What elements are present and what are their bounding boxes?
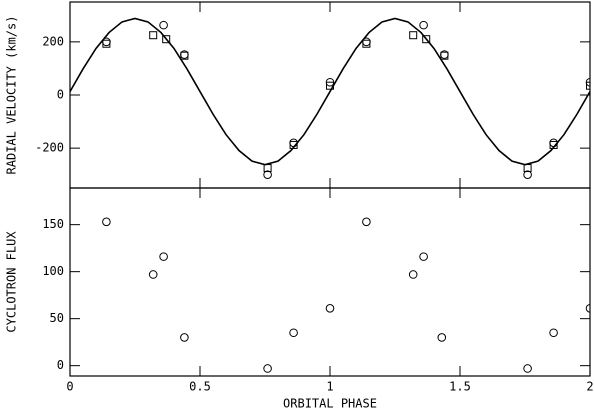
circle-point <box>523 170 532 180</box>
square-point <box>409 31 418 40</box>
square-point <box>422 35 431 44</box>
x-tick-label: 1.5 <box>449 380 471 394</box>
circle-point <box>549 328 558 338</box>
square-point <box>263 164 272 173</box>
circle-point <box>408 270 418 279</box>
y-tick-label: 150 <box>42 217 64 231</box>
plot-frame <box>69 187 591 377</box>
circle-point <box>289 138 298 148</box>
circle-point <box>362 37 371 47</box>
circle-point <box>585 304 590 313</box>
circle-point <box>437 333 447 342</box>
model-curve <box>70 17 590 166</box>
circle-point <box>419 20 428 30</box>
circle-point <box>102 217 111 227</box>
y-tick-label: 0 <box>57 358 64 372</box>
y-tick-label: 100 <box>42 264 64 278</box>
circle-point <box>325 77 335 87</box>
square-point <box>326 81 334 90</box>
y-tick-label: 50 <box>50 311 64 325</box>
circle-point <box>585 77 590 87</box>
x-axis-label: ORBITAL PHASE <box>283 397 377 411</box>
circle-point <box>148 270 158 279</box>
circle-point <box>549 138 558 148</box>
circle-point <box>419 252 428 261</box>
circle-point <box>523 364 532 373</box>
x-tick-label: 1 <box>326 380 333 394</box>
circle-point <box>102 37 111 47</box>
y-tick-label: 0 <box>57 88 64 102</box>
x-tick-label: 2 <box>586 380 593 394</box>
circle-point <box>159 20 168 30</box>
circle-point <box>289 328 298 338</box>
circle-point <box>440 50 449 59</box>
circle-point <box>180 333 189 342</box>
circle-point <box>180 50 189 59</box>
x-tick-label: 0 <box>66 380 73 394</box>
y-axis-label: CYCLOTRON FLUX <box>5 231 19 333</box>
circle-point <box>263 170 272 180</box>
square-point <box>523 164 532 173</box>
circle-point <box>325 304 335 313</box>
circle-point <box>263 364 272 373</box>
square-point <box>149 31 158 40</box>
circle-point <box>362 217 371 227</box>
square-point <box>162 35 171 44</box>
square-point <box>102 39 111 48</box>
circle-point <box>159 252 168 261</box>
y-axis-label: RADIAL VELOCITY (km/s) <box>5 16 19 175</box>
square-point <box>586 81 590 90</box>
plot-frame <box>69 1 591 189</box>
y-tick-label: 200 <box>42 34 64 48</box>
square-point <box>362 39 371 48</box>
y-tick-label: -200 <box>35 141 64 155</box>
x-tick-label: 0.5 <box>189 380 211 394</box>
